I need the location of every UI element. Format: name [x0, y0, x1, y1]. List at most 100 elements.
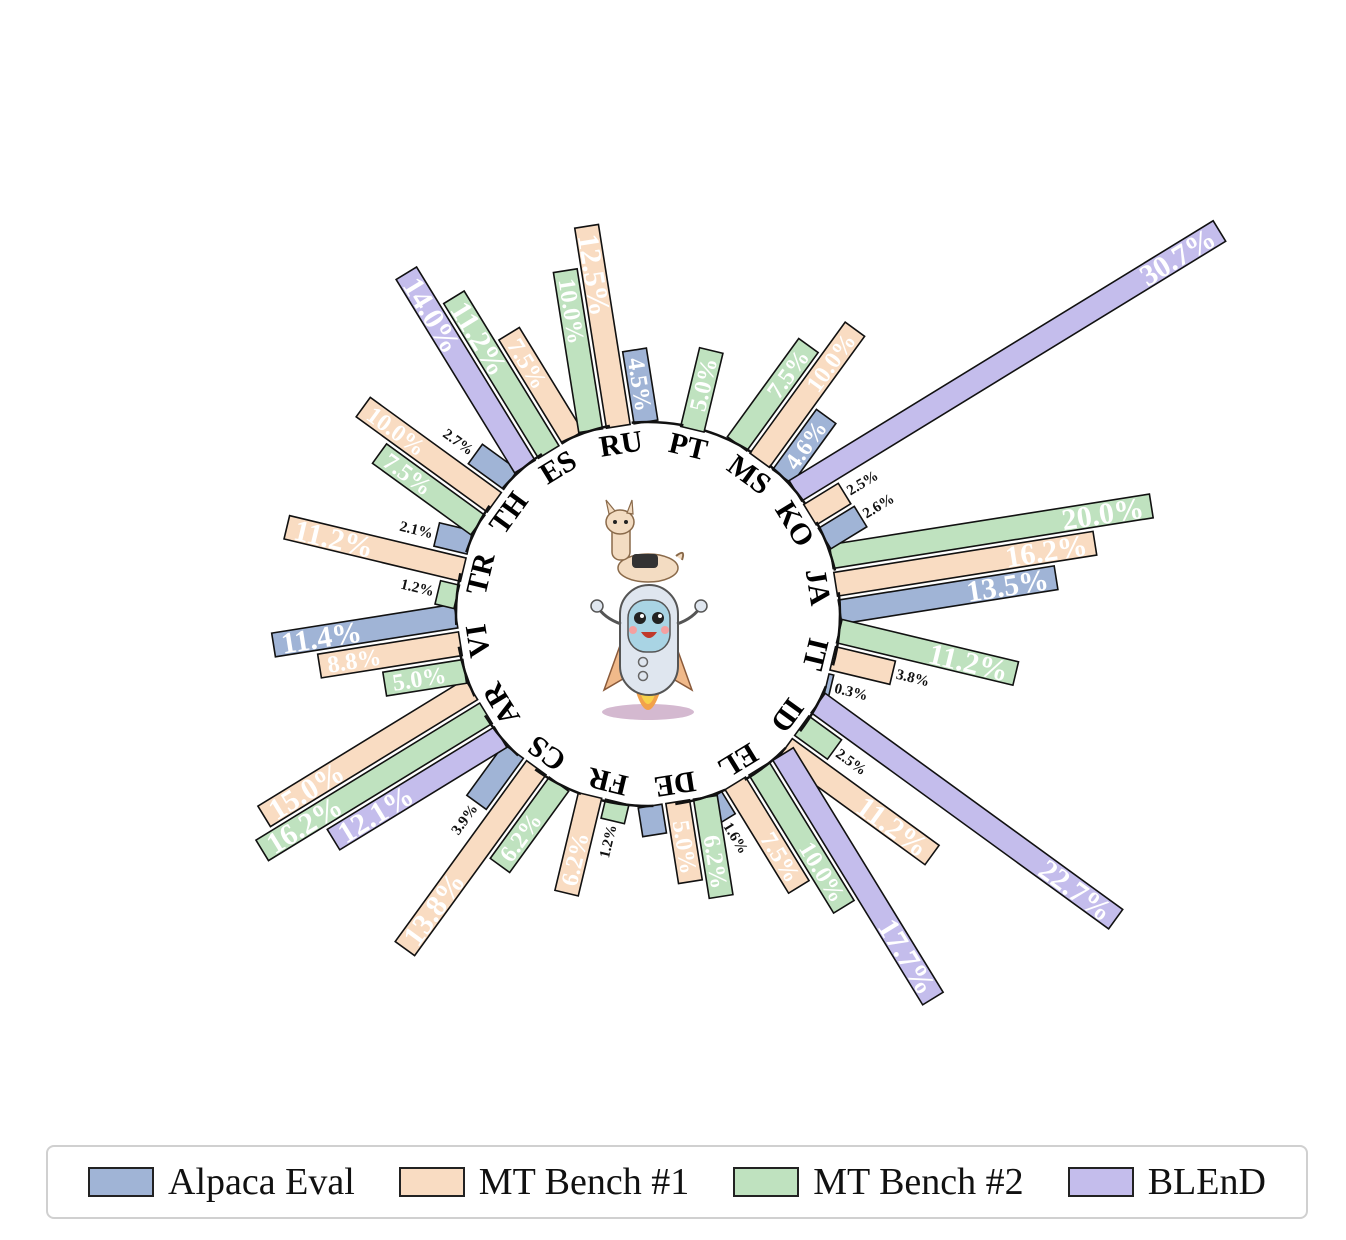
category-label-vi: VI [459, 622, 497, 660]
value-label-group: 2.6% [860, 491, 897, 522]
bar [771, 746, 945, 1006]
bar-mt-bench-1-de [664, 798, 704, 885]
bar [637, 803, 668, 838]
bar [793, 714, 843, 761]
value-label: 5.0% [685, 356, 723, 415]
bar [573, 223, 632, 430]
bar-mt-bench-1-tr [283, 514, 468, 583]
bar [724, 775, 811, 895]
value-label-group: 2.1% [398, 519, 435, 542]
bar [802, 482, 852, 527]
value-label-group: 11.2% [925, 637, 1011, 688]
value-label: 2.5% [844, 468, 881, 499]
mascot-illustration [590, 499, 708, 720]
bar [394, 759, 548, 957]
bar-mt-bench-2-pt [679, 346, 724, 434]
value-label: 22.7% [1032, 853, 1118, 928]
bar [442, 289, 561, 460]
bar-mt-bench-1-cs [394, 759, 548, 957]
bar-mt-bench-1-ko [802, 482, 852, 527]
bar-mt-bench-2-id [793, 714, 843, 761]
value-label-group: 6.2% [697, 833, 731, 890]
bar-mt-bench-1-fr [553, 791, 603, 897]
value-label: 3.8% [894, 667, 931, 690]
value-label-group: 6.2% [557, 830, 595, 889]
bar-mt-bench-2-ar [254, 701, 494, 862]
value-label: 17.7% [871, 913, 942, 1001]
value-label-group: 17.7% [871, 913, 942, 1001]
legend-swatch [398, 1167, 465, 1197]
bar [748, 321, 866, 469]
value-label: 11.2% [925, 637, 1011, 688]
bar-mt-bench-1-vi [316, 630, 464, 679]
value-label-group: 11.2% [850, 790, 935, 864]
bar [553, 791, 603, 897]
bar [747, 761, 856, 915]
value-label-group: 2.5% [844, 468, 881, 499]
category-label-ja: JA [799, 566, 837, 608]
category-label-de: DE [652, 764, 698, 803]
legend-label: Alpaca Eval [168, 1161, 355, 1203]
value-label: 11.2% [291, 514, 377, 565]
value-label-group: 22.7% [1032, 853, 1118, 928]
value-label: 0.3% [833, 681, 870, 704]
bar-mt-bench-1-ja [832, 530, 1098, 598]
bar [355, 396, 503, 514]
legend-item-blend: BLEnD [1067, 1160, 1266, 1204]
category-label-it: IT [796, 635, 835, 674]
value-label-group: 20.0% [1059, 492, 1146, 537]
bar [828, 645, 897, 686]
value-label-group: 5.0% [685, 356, 723, 415]
bar [254, 701, 494, 862]
bar-mt-bench-1-th [355, 396, 503, 514]
bar-mt-bench-1-ms [748, 321, 866, 469]
legend-label: MT Bench #1 [478, 1161, 690, 1203]
bar [664, 798, 704, 885]
bar-mt-bench-1-el [724, 775, 811, 895]
legend-item-mt-bench-1: MT Bench #1 [398, 1160, 690, 1204]
value-label: 2.6% [860, 491, 897, 522]
value-label-group: 3.8% [894, 667, 931, 690]
legend-label: MT Bench #2 [813, 1161, 1024, 1203]
category-label-tr: TR [460, 549, 502, 598]
category-label-ru: RU [597, 424, 645, 463]
legend-item-alpaca-eval: Alpaca Eval [88, 1160, 355, 1204]
value-label: 13.8% [397, 866, 472, 952]
bar [283, 514, 468, 583]
value-label-group: 13.8% [397, 866, 472, 952]
value-label-group: 5.0% [391, 663, 448, 697]
value-label: 5.0% [667, 819, 701, 876]
value-label: 5.0% [391, 663, 448, 697]
bar [316, 630, 464, 679]
bar-mt-bench-2-es [442, 289, 561, 460]
value-label: 6.2% [557, 830, 595, 889]
legend-swatch [733, 1167, 800, 1197]
bar-alpaca-eval-de [637, 803, 668, 838]
legend-swatch [1067, 1167, 1134, 1197]
value-label-group: 0.3% [833, 681, 870, 704]
bar-mt-bench-2-el [747, 761, 856, 915]
value-label: 1.2% [399, 577, 436, 600]
value-label-group: 30.7% [1134, 222, 1222, 293]
bar-mt-bench-1-it [828, 645, 897, 686]
bar [679, 346, 724, 434]
value-label-group: 1.2% [399, 577, 436, 600]
value-label-group: 1.2% [597, 823, 620, 860]
value-label: 2.1% [398, 519, 435, 542]
bar-blend-el [771, 746, 945, 1006]
bar [832, 530, 1098, 598]
value-label: 1.2% [597, 823, 620, 860]
value-label-group: 5.0% [667, 819, 701, 876]
inner-ring [454, 420, 842, 808]
value-label: 20.0% [1059, 492, 1146, 537]
value-label: 6.2% [697, 833, 731, 890]
bar-mt-bench-1-ru [573, 223, 632, 430]
legend-swatch [88, 1167, 155, 1197]
value-label-group: 11.2% [291, 514, 377, 565]
bars-layer [254, 219, 1227, 1006]
legend: Alpaca Eval MT Bench #1 MT Bench #2 BLEn… [46, 1145, 1308, 1219]
legend-item-mt-bench-2: MT Bench #2 [733, 1160, 1024, 1204]
value-label: 11.2% [850, 790, 935, 864]
value-label: 30.7% [1134, 222, 1222, 293]
